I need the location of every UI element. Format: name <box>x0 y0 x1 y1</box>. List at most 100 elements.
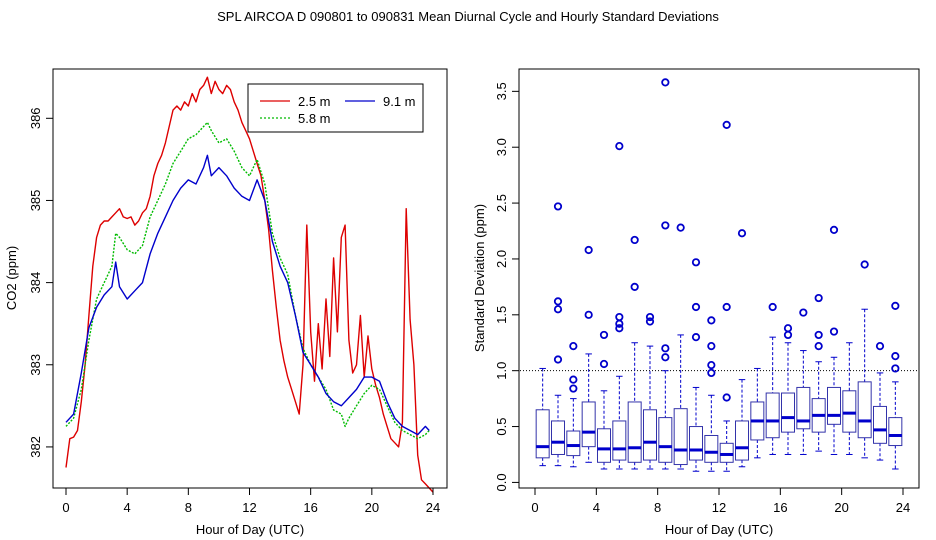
box-iqr <box>551 420 565 455</box>
box-outlier-point <box>707 341 716 351</box>
legend-label-9-1m: 9.1 m <box>383 94 416 109</box>
stddev-x-axis-label: Hour of Day (UTC) <box>665 522 773 537</box>
box-iqr <box>719 442 734 463</box>
box-outlier-point <box>707 368 716 378</box>
boxplot-hour <box>535 367 550 467</box>
box-outlier-point <box>691 258 701 267</box>
co2-x-axis: 0 4 8 12 16 20 24 <box>62 487 440 515</box>
boxplot-hour <box>551 202 565 467</box>
box-outlier-point <box>569 341 578 351</box>
stddev-x-axis: 0 4 8 12 16 20 24 <box>531 487 910 515</box>
box-outlier-point <box>891 301 900 310</box>
co2-x-tick-label: 8 <box>185 500 192 515</box>
boxplot-hour <box>597 330 611 470</box>
boxplot-hour <box>873 341 887 461</box>
box-outlier-point <box>584 310 593 319</box>
box-outlier-point <box>569 384 578 393</box>
co2-x-tick-label: 20 <box>365 500 379 515</box>
box-iqr <box>612 420 627 461</box>
boxplot-hour <box>796 308 811 455</box>
stddev-x-tick-label: 4 <box>593 500 600 515</box>
legend-label-2-5m: 2.5 m <box>298 94 331 109</box>
co2-y-tick-label: 386 <box>28 107 43 129</box>
stddev-x-tick-label: 0 <box>531 500 538 515</box>
boxplot-hour <box>658 78 673 470</box>
co2-y-axis: 382 383 384 385 386 <box>28 107 54 458</box>
boxplot-hour <box>627 235 642 470</box>
co2-legend: 2.5 m 5.8 m 9.1 m <box>247 83 424 133</box>
legend-label-5-8m: 5.8 m <box>298 111 331 126</box>
box-outlier-point <box>783 330 793 340</box>
co2-series-line-5-8-m <box>65 121 430 440</box>
box-outlier-point <box>599 359 609 369</box>
box-outlier-point <box>615 312 624 322</box>
stddev-y-axis-label: Standard Deviation (ppm) <box>472 204 487 352</box>
boxplot-hour <box>750 367 765 459</box>
co2-diurnal-panel: 0 4 8 12 16 20 24 382 383 384 385 386 Hour of Day … <box>4 68 448 537</box>
box-iqr <box>689 426 703 461</box>
box-iqr <box>627 401 642 463</box>
boxplot-hour <box>673 223 688 470</box>
stddev-y-tick-label: 3.0 <box>494 138 509 156</box>
box-iqr <box>673 408 688 466</box>
boxplot-hour <box>704 316 719 472</box>
boxplot-hour <box>842 342 857 455</box>
stddev-y-tick-label: 1.0 <box>494 362 509 380</box>
box-iqr <box>643 409 657 461</box>
boxplot-hour <box>566 341 581 468</box>
box-iqr <box>796 386 811 430</box>
stddev-boxplot-panel: 0 4 8 12 16 20 24 0.0 0.5 1.0 1.5 2.0 2.5 3.0 3.5 Hou… <box>472 68 920 537</box>
co2-y-tick-label: 384 <box>28 272 43 294</box>
co2-y-axis-label: CO2 (ppm) <box>4 246 19 310</box>
box-iqr <box>765 392 780 439</box>
box-outlier-point <box>553 297 563 306</box>
boxplot-hour <box>857 260 872 459</box>
stddev-x-tick-label: 24 <box>896 500 910 515</box>
box-iqr <box>566 430 581 457</box>
co2-y-tick-label: 385 <box>28 190 43 212</box>
co2-x-tick-label: 0 <box>62 500 69 515</box>
box-iqr <box>888 417 903 447</box>
chart-title: SPL AIRCOA D 090801 to 090831 Mean Diurn… <box>217 9 719 24</box>
box-outlier-point <box>875 341 885 351</box>
box-outlier-point <box>661 344 670 353</box>
boxplot-hour <box>811 293 826 452</box>
boxplot-hour <box>735 229 749 468</box>
co2-y-tick-label: 383 <box>28 354 43 376</box>
box-outlier-point <box>722 120 731 129</box>
box-outlier-point <box>676 223 685 232</box>
box-outlier-point <box>553 305 563 314</box>
box-iqr <box>827 386 841 425</box>
box-outlier-point <box>615 319 624 328</box>
co2-series-group <box>65 76 434 493</box>
box-iqr <box>781 392 795 433</box>
stddev-y-tick-label: 0.0 <box>494 473 509 491</box>
box-outlier-point <box>707 316 716 325</box>
box-outlier-point <box>737 229 747 238</box>
box-outlier-point <box>691 333 701 342</box>
box-outlier-point <box>661 221 670 230</box>
box-iqr <box>857 381 872 439</box>
box-outlier-point <box>584 245 593 255</box>
box-outlier-point <box>661 78 670 87</box>
box-outlier-point <box>691 302 701 312</box>
boxplot-hour <box>612 141 627 470</box>
box-outlier-point <box>783 324 793 333</box>
box-outlier-point <box>661 353 670 362</box>
box-iqr <box>873 405 887 444</box>
boxplot-hour <box>827 225 841 455</box>
co2-x-tick-label: 16 <box>303 500 317 515</box>
stddev-x-tick-label: 12 <box>712 500 726 515</box>
boxplot-hour <box>719 120 734 472</box>
box-outlier-point <box>722 302 731 312</box>
box-outlier-point <box>829 327 839 336</box>
stddev-y-tick-label: 1.5 <box>494 306 509 324</box>
box-outlier-point <box>860 260 869 269</box>
co2-x-tick-label: 12 <box>242 500 256 515</box>
box-outlier-point <box>615 324 624 333</box>
stddev-y-tick-label: 0.5 <box>494 418 509 436</box>
box-outlier-point <box>630 235 639 245</box>
box-outlier-point <box>569 375 578 384</box>
box-outlier-point <box>814 330 823 340</box>
